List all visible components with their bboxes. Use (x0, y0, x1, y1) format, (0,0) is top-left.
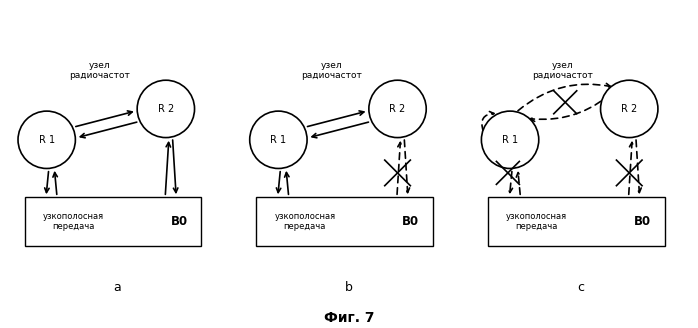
FancyBboxPatch shape (256, 197, 433, 246)
Text: Фиг. 7: Фиг. 7 (324, 311, 374, 325)
Text: узкополосная
передача: узкополосная передача (43, 212, 104, 231)
Text: R 2: R 2 (621, 104, 637, 114)
Text: узел
радиочастот: узел радиочастот (533, 61, 593, 80)
Circle shape (600, 80, 658, 137)
Text: R 1: R 1 (270, 135, 286, 145)
Text: узел
радиочастот: узел радиочастот (301, 61, 362, 80)
Circle shape (138, 80, 195, 137)
Text: R 2: R 2 (389, 104, 406, 114)
Circle shape (250, 111, 307, 169)
Text: R 1: R 1 (502, 135, 518, 145)
Circle shape (482, 111, 539, 169)
Text: c: c (577, 281, 584, 294)
Text: B0: B0 (402, 215, 419, 228)
Text: узкополосная
передача: узкополосная передача (506, 212, 567, 231)
Text: B0: B0 (170, 215, 188, 228)
Text: узел
радиочастот: узел радиочастот (69, 61, 130, 80)
Circle shape (18, 111, 75, 169)
Text: B0: B0 (634, 215, 651, 228)
Text: узкополосная
передача: узкополосная передача (274, 212, 336, 231)
Text: b: b (345, 281, 353, 294)
Text: R 2: R 2 (158, 104, 174, 114)
FancyBboxPatch shape (488, 197, 664, 246)
Text: R 1: R 1 (38, 135, 54, 145)
Text: a: a (114, 281, 121, 294)
Circle shape (369, 80, 426, 137)
FancyBboxPatch shape (24, 197, 201, 246)
